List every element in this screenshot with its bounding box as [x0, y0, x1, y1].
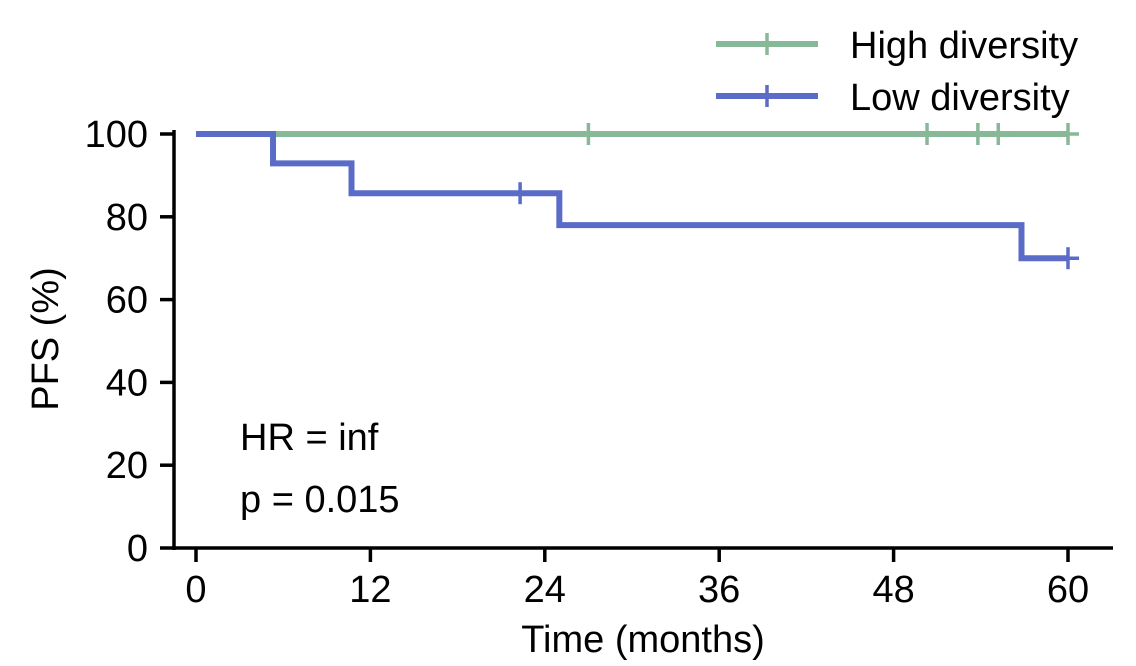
y-axis-title: PFS (%)	[25, 267, 67, 411]
y-axis-ticks: 0 20 40 60 80 100	[85, 114, 174, 570]
x-axis-ticks: 0 12 24 36 48 60	[185, 548, 1089, 611]
plot-area	[196, 123, 1079, 270]
y-tick-label: 100	[85, 114, 148, 156]
y-tick-label: 0	[127, 528, 148, 570]
x-tick-label: 24	[524, 569, 566, 611]
x-tick-label: 60	[1047, 569, 1089, 611]
low-diversity-legend-label: Low diversity	[850, 77, 1070, 119]
x-tick-label: 48	[872, 569, 914, 611]
hr-annotation: HR = inf	[240, 417, 379, 459]
high-diversity-legend-label: High diversity	[850, 25, 1078, 67]
x-tick-label: 0	[185, 569, 206, 611]
y-tick-label: 60	[106, 280, 148, 322]
low-diversity-curve	[196, 131, 1068, 262]
legend: High diversity Low diversity	[716, 25, 1078, 119]
y-tick-label: 40	[106, 362, 148, 404]
p-value-annotation: p = 0.015	[240, 479, 400, 521]
y-tick-label: 20	[106, 445, 148, 487]
x-tick-label: 36	[698, 569, 740, 611]
x-axis-title: Time (months)	[521, 619, 765, 661]
x-tick-label: 12	[349, 569, 391, 611]
y-tick-label: 80	[106, 197, 148, 239]
